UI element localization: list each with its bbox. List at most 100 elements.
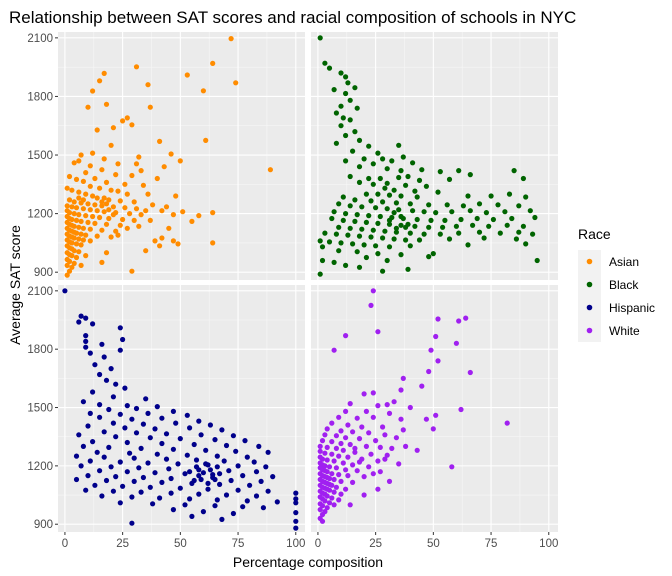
data-point-asian	[87, 226, 93, 232]
data-point-hispanic	[196, 491, 202, 497]
data-point-black	[470, 222, 476, 228]
data-point-asian	[157, 243, 163, 249]
data-point-hispanic	[129, 416, 135, 422]
data-point-white	[361, 391, 367, 397]
data-point-black	[347, 225, 353, 231]
data-point-hispanic	[219, 427, 225, 433]
data-point-hispanic	[230, 433, 236, 439]
data-point-black	[354, 105, 360, 111]
data-point-asian	[85, 219, 91, 225]
data-point-black	[465, 242, 471, 248]
y-axis-ticks: 900 1200 1500 1800 2100 900 1200 1500 1800 2100	[27, 33, 58, 531]
data-point-asian	[73, 241, 80, 247]
data-point-black	[336, 248, 342, 254]
data-point-asian	[83, 253, 89, 259]
data-point-black	[333, 231, 339, 237]
data-point-black	[338, 123, 344, 129]
data-point-black	[414, 216, 420, 223]
data-point-hispanic	[120, 336, 126, 343]
data-point-black	[520, 223, 527, 229]
data-point-black	[414, 194, 420, 200]
data-point-asian	[71, 160, 77, 166]
data-point-hispanic	[101, 354, 107, 360]
data-point-black	[435, 189, 441, 195]
data-point-asian	[78, 242, 84, 248]
data-point-black	[368, 234, 374, 240]
legend-label: Hispanic	[609, 301, 655, 315]
data-point-hispanic	[145, 410, 151, 416]
data-point-hispanic	[214, 453, 220, 459]
data-point-hispanic	[168, 490, 174, 496]
data-point-black	[421, 209, 427, 215]
data-point-hispanic	[110, 394, 116, 400]
data-point-hispanic	[159, 415, 165, 421]
data-point-hispanic	[76, 319, 82, 325]
data-point-hispanic	[163, 431, 170, 437]
data-point-black	[331, 209, 337, 215]
data-point-asian	[87, 163, 93, 169]
data-point-black	[322, 230, 328, 236]
data-point-black	[340, 217, 346, 223]
data-point-hispanic	[159, 440, 165, 447]
data-point-hispanic	[219, 516, 225, 523]
data-point-white	[377, 469, 383, 475]
data-point-white	[449, 464, 455, 470]
data-point-white	[373, 438, 379, 444]
data-point-asian	[175, 241, 181, 247]
data-point-asian	[99, 167, 105, 173]
data-point-asian	[103, 201, 110, 207]
data-point-white	[319, 503, 326, 509]
data-point-white	[456, 318, 462, 324]
data-point-hispanic	[73, 453, 80, 459]
data-point-hispanic	[101, 454, 107, 460]
data-point-black	[363, 219, 369, 225]
data-point-asian	[133, 161, 140, 167]
data-point-black	[476, 229, 483, 235]
data-point-black	[377, 213, 383, 220]
data-point-hispanic	[145, 460, 151, 466]
data-point-black	[317, 35, 323, 41]
data-point-asian	[83, 191, 89, 197]
data-point-black	[380, 156, 386, 162]
data-point-black	[440, 224, 446, 230]
data-point-asian	[110, 204, 116, 210]
x-tick-label: 100	[286, 538, 305, 550]
data-point-black	[386, 217, 393, 223]
data-point-hispanic	[92, 362, 98, 368]
data-point-asian	[124, 191, 130, 197]
data-point-asian	[92, 175, 98, 182]
legend: Race Asian Black Hispanic White	[578, 226, 655, 342]
data-point-asian	[106, 215, 112, 222]
data-point-hispanic	[235, 487, 241, 493]
data-point-black	[345, 80, 351, 86]
data-point-asian	[122, 181, 128, 187]
data-point-white	[333, 465, 339, 471]
data-point-black	[361, 156, 367, 162]
data-point-black	[319, 257, 326, 264]
x-tick-label: 75	[485, 538, 498, 550]
data-point-hispanic	[90, 321, 96, 327]
data-point-asian	[76, 236, 82, 242]
data-point-asian	[76, 249, 82, 255]
data-point-white	[347, 441, 353, 448]
data-point-hispanic	[191, 477, 197, 484]
data-point-black	[326, 65, 333, 71]
data-point-hispanic	[152, 426, 158, 432]
data-point-white	[343, 408, 349, 414]
data-point-hispanic	[244, 498, 250, 504]
data-point-black	[405, 266, 411, 272]
data-point-hispanic	[99, 341, 105, 347]
data-point-hispanic	[177, 485, 183, 491]
data-point-asian	[71, 199, 77, 205]
x-axis-ticks: 0 25 50 75 100 0 25 50 75 100	[62, 532, 558, 550]
data-point-asian	[124, 115, 130, 121]
data-point-black	[442, 217, 448, 223]
data-point-asian	[69, 216, 75, 223]
data-point-hispanic	[205, 486, 211, 492]
data-point-hispanic	[113, 434, 119, 440]
data-point-black	[398, 213, 404, 220]
data-point-hispanic	[168, 475, 174, 482]
data-point-asian	[66, 210, 73, 216]
panel-background	[311, 285, 558, 532]
data-point-asian	[90, 150, 96, 156]
